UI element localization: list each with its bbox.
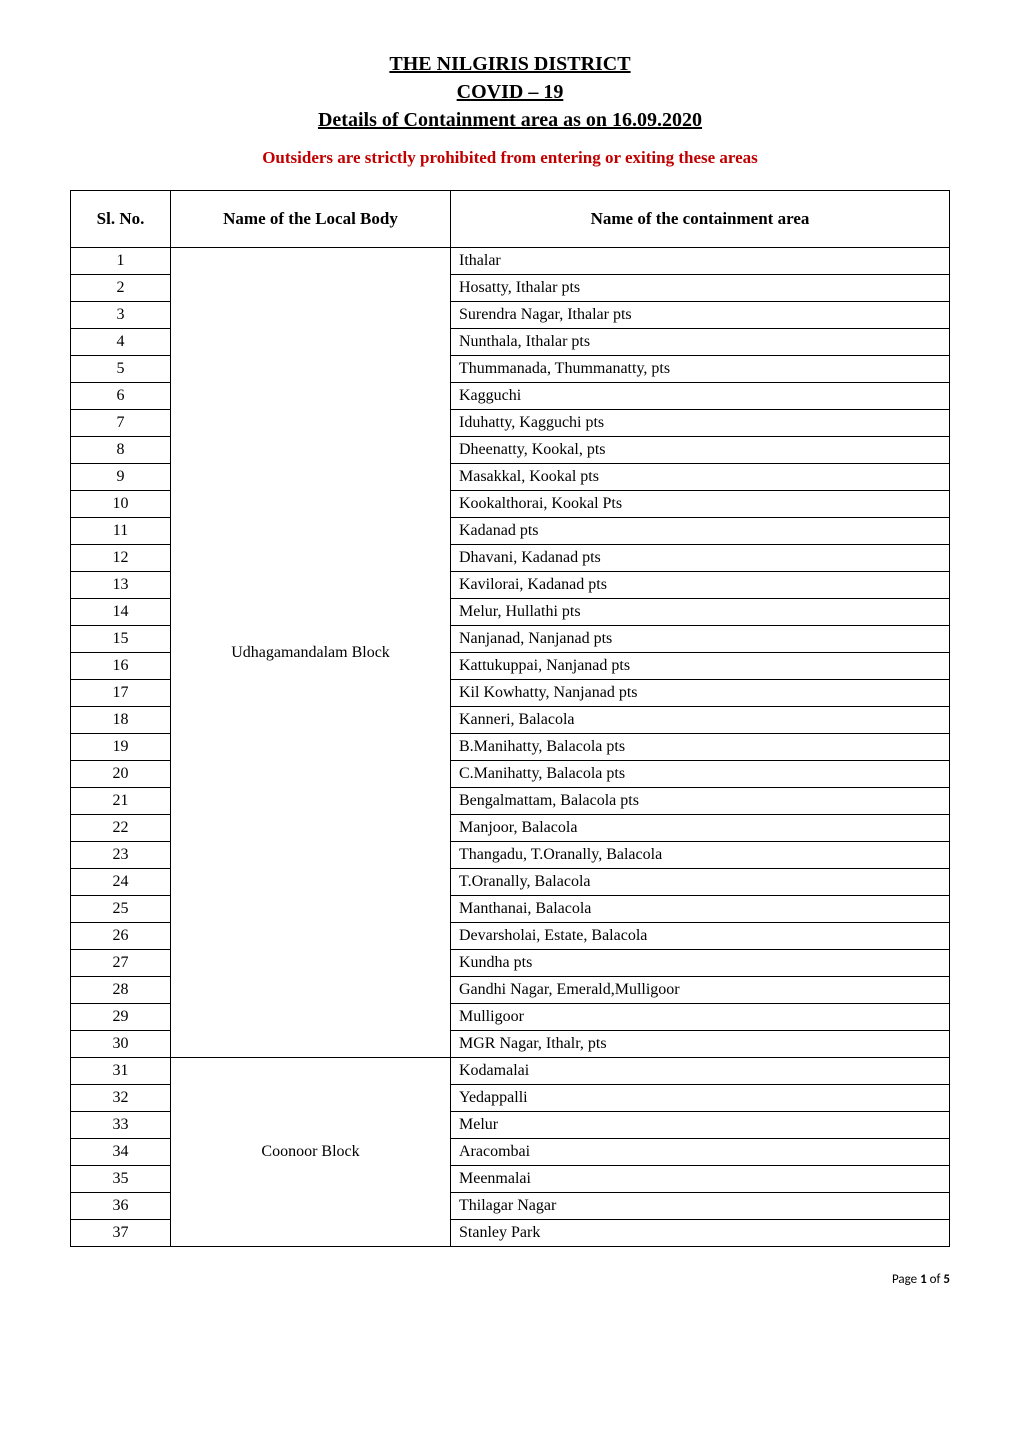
sl-no-cell: 26 [71,923,171,950]
containment-area-cell: Kadanad pts [451,518,950,545]
sl-no-cell: 33 [71,1112,171,1139]
sl-no-cell: 12 [71,545,171,572]
sl-no-cell: 32 [71,1085,171,1112]
footer-page-total: 5 [943,1272,950,1287]
containment-area-cell: Dhavani, Kadanad pts [451,545,950,572]
footer-page-of: of [930,1272,941,1287]
sl-no-cell: 1 [71,248,171,275]
sl-no-cell: 5 [71,356,171,383]
title-line-2: COVID – 19 [70,78,950,106]
sl-no-cell: 7 [71,410,171,437]
subtitle-warning: Outsiders are strictly prohibited from e… [70,148,950,168]
containment-area-cell: B.Manihatty, Balacola pts [451,734,950,761]
containment-area-cell: Thangadu, T.Oranally, Balacola [451,842,950,869]
sl-no-cell: 35 [71,1166,171,1193]
containment-area-cell: Kanneri, Balacola [451,707,950,734]
containment-area-cell: Stanley Park [451,1220,950,1247]
sl-no-cell: 17 [71,680,171,707]
containment-area-cell: Aracombai [451,1139,950,1166]
header-sl-no: Sl. No. [71,191,171,248]
containment-area-cell: Thilagar Nagar [451,1193,950,1220]
footer-page-label: Page [892,1272,917,1287]
containment-area-cell: Surendra Nagar, Ithalar pts [451,302,950,329]
containment-area-cell: Melur, Hullathi pts [451,599,950,626]
containment-area-cell: Thummanada, Thummanatty, pts [451,356,950,383]
containment-area-cell: Kil Kowhatty, Nanjanad pts [451,680,950,707]
sl-no-cell: 22 [71,815,171,842]
containment-area-cell: Kagguchi [451,383,950,410]
table-row: 31Coonoor BlockKodamalai [71,1058,950,1085]
containment-area-cell: Ithalar [451,248,950,275]
sl-no-cell: 28 [71,977,171,1004]
page-footer: Page 1 of 5 [70,1272,950,1287]
sl-no-cell: 4 [71,329,171,356]
sl-no-cell: 3 [71,302,171,329]
sl-no-cell: 10 [71,491,171,518]
containment-area-cell: Masakkal, Kookal pts [451,464,950,491]
containment-area-cell: Nanjanad, Nanjanad pts [451,626,950,653]
sl-no-cell: 11 [71,518,171,545]
containment-area-cell: Kattukuppai, Nanjanad pts [451,653,950,680]
sl-no-cell: 18 [71,707,171,734]
containment-area-cell: Manthanai, Balacola [451,896,950,923]
sl-no-cell: 13 [71,572,171,599]
containment-area-cell: Melur [451,1112,950,1139]
sl-no-cell: 27 [71,950,171,977]
containment-area-cell: Bengalmattam, Balacola pts [451,788,950,815]
table-row: 1Udhagamandalam BlockIthalar [71,248,950,275]
sl-no-cell: 16 [71,653,171,680]
title-line-3: Details of Containment area as on 16.09.… [70,106,950,134]
containment-area-cell: Kundha pts [451,950,950,977]
header-local-body: Name of the Local Body [171,191,451,248]
sl-no-cell: 24 [71,869,171,896]
sl-no-cell: 8 [71,437,171,464]
footer-page-current: 1 [920,1272,927,1287]
sl-no-cell: 23 [71,842,171,869]
sl-no-cell: 20 [71,761,171,788]
containment-area-cell: Kookalthorai, Kookal Pts [451,491,950,518]
containment-table: Sl. No. Name of the Local Body Name of t… [70,190,950,1247]
containment-area-cell: Hosatty, Ithalar pts [451,275,950,302]
containment-area-cell: Gandhi Nagar, Emerald,Mulligoor [451,977,950,1004]
sl-no-cell: 15 [71,626,171,653]
table-header-row: Sl. No. Name of the Local Body Name of t… [71,191,950,248]
containment-area-cell: C.Manihatty, Balacola pts [451,761,950,788]
containment-area-cell: Yedappalli [451,1085,950,1112]
header-containment-area: Name of the containment area [451,191,950,248]
containment-area-cell: Nunthala, Ithalar pts [451,329,950,356]
containment-area-cell: Kavilorai, Kadanad pts [451,572,950,599]
containment-area-cell: Mulligoor [451,1004,950,1031]
containment-area-cell: Meenmalai [451,1166,950,1193]
containment-area-cell: Dheenatty, Kookal, pts [451,437,950,464]
sl-no-cell: 31 [71,1058,171,1085]
sl-no-cell: 34 [71,1139,171,1166]
sl-no-cell: 29 [71,1004,171,1031]
document-title-block: THE NILGIRIS DISTRICT COVID – 19 Details… [70,50,950,134]
sl-no-cell: 14 [71,599,171,626]
sl-no-cell: 25 [71,896,171,923]
sl-no-cell: 9 [71,464,171,491]
containment-area-cell: MGR Nagar, Ithalr, pts [451,1031,950,1058]
sl-no-cell: 21 [71,788,171,815]
containment-area-cell: Devarsholai, Estate, Balacola [451,923,950,950]
containment-area-cell: Iduhatty, Kagguchi pts [451,410,950,437]
title-line-1: THE NILGIRIS DISTRICT [70,50,950,78]
containment-area-cell: T.Oranally, Balacola [451,869,950,896]
sl-no-cell: 36 [71,1193,171,1220]
containment-area-cell: Kodamalai [451,1058,950,1085]
containment-area-cell: Manjoor, Balacola [451,815,950,842]
sl-no-cell: 2 [71,275,171,302]
sl-no-cell: 6 [71,383,171,410]
table-body: 1Udhagamandalam BlockIthalar2Hosatty, It… [71,248,950,1247]
sl-no-cell: 19 [71,734,171,761]
local-body-cell: Udhagamandalam Block [171,248,451,1058]
sl-no-cell: 30 [71,1031,171,1058]
local-body-cell: Coonoor Block [171,1058,451,1247]
sl-no-cell: 37 [71,1220,171,1247]
